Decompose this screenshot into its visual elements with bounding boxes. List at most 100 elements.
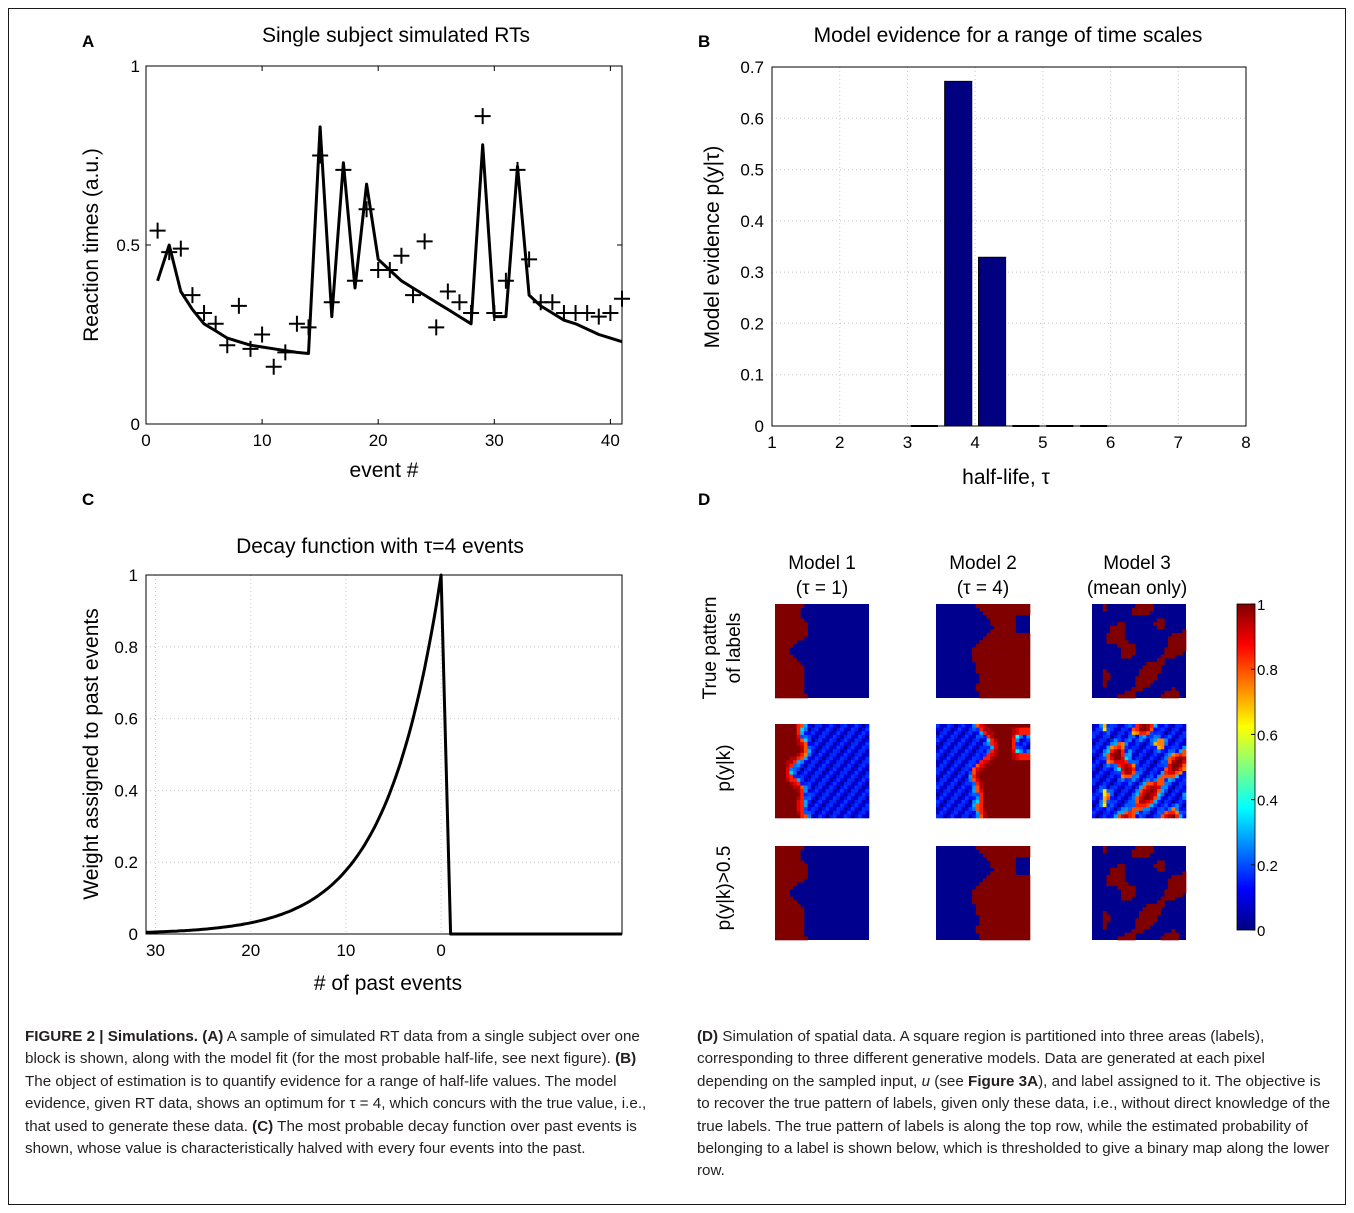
row-2-label: p(y|k) <box>714 744 735 791</box>
panel-a-ytick-label: 0 <box>131 415 140 434</box>
panel-a-rt-point <box>196 305 213 322</box>
panel-letter-d: D <box>698 490 710 509</box>
panel-a-rt-point <box>149 222 166 239</box>
heatmap-model-2-row-1 <box>936 604 1031 699</box>
panel-c-decay-curve <box>146 573 622 936</box>
panel-a-rt-point <box>312 147 329 164</box>
panel-a-rt-point <box>323 294 340 311</box>
panel-a-ylabel: Reaction times (a.u.) <box>80 148 103 342</box>
panel-a-rt-point <box>254 326 271 343</box>
panel-a-rt-point <box>346 272 363 289</box>
caption-tag-c: (C) <box>252 1117 274 1135</box>
panel-a-rt-point <box>497 272 514 289</box>
col-3-param: (mean only) <box>1087 578 1187 599</box>
panel-a-model-fit-line <box>156 125 623 355</box>
row-1-label-line2: of labels <box>724 613 745 684</box>
panel-c-ytick-label: 0 <box>129 925 138 944</box>
heatmap-model-2-row-2 <box>936 724 1031 819</box>
panel-a-rt-point <box>521 251 538 268</box>
figure-frame <box>8 8 1346 1205</box>
col-3-model: Model 3 <box>1103 553 1171 574</box>
caption-text-d2: (see <box>930 1072 969 1090</box>
panel-b-ytick-label: 0 <box>755 417 764 436</box>
panel-c-ytick-label: 0.2 <box>114 853 138 872</box>
col-1-model: Model 1 <box>788 553 856 574</box>
panel-a-xtick-label: 20 <box>369 431 388 450</box>
panel-b-bar <box>944 80 973 427</box>
panel-b-ylabel: Model evidence p(y|τ) <box>701 146 724 349</box>
panel-c-xlabel: # of past events <box>314 972 462 995</box>
panel-c-title: Decay function with τ=4 events <box>236 535 524 558</box>
panel-a-title: Single subject simulated RTs <box>262 24 530 47</box>
panel-a-rt-point <box>172 240 189 257</box>
panel-a-rt-point <box>277 344 294 361</box>
panel-a-rt-point <box>428 319 445 336</box>
colorbar-tick-label: 0 <box>1257 923 1265 940</box>
caption-text-d3: ), and label assigned to it. The objecti… <box>697 1072 1331 1180</box>
panel-b-axes-box <box>771 66 1247 427</box>
panel-a-rt-point <box>474 108 491 125</box>
heatmap-model-1-row-1 <box>775 604 869 699</box>
panel-a-xtick-label: 40 <box>601 431 620 450</box>
caption-text-c: The most probable decay function over pa… <box>25 1117 637 1158</box>
panel-c-axes-box <box>145 574 623 935</box>
panel-a-rt-point <box>207 315 224 332</box>
panel-a-rt-point <box>486 305 503 322</box>
panel-a-rt-point <box>381 262 398 279</box>
panel-b-ytick-label: 0.4 <box>740 212 764 231</box>
panel-c-ytick-label: 0.8 <box>114 638 138 657</box>
panel-a-rt-point <box>358 201 375 218</box>
panel-a-rt-point <box>602 305 619 322</box>
panel-a-xtick-label: 10 <box>253 431 272 450</box>
panel-b-title: Model evidence for a range of time scale… <box>814 24 1203 47</box>
panel-b-xtick-label: 3 <box>903 433 912 452</box>
panel-b-xtick-label: 5 <box>1038 433 1047 452</box>
panel-a-xtick-label: 30 <box>485 431 504 450</box>
panel-c-ytick-label: 0.4 <box>114 781 138 800</box>
panel-a-rt-point <box>288 315 305 332</box>
panel-a-ytick-label: 1 <box>131 57 140 76</box>
panel-a-rt-point <box>439 283 456 300</box>
panel-a-rt-point <box>161 244 178 261</box>
caption-text-d1: Simulation of spatial data. A square reg… <box>697 1028 1265 1090</box>
caption-ref-fig3a: Figure 3A <box>968 1072 1039 1090</box>
panel-c-chart: Decay function with τ=4 events # of past… <box>80 535 623 995</box>
panel-c-ytick-label: 1 <box>129 566 138 585</box>
panel-b-ytick-label: 0.7 <box>740 58 764 77</box>
caption-figure-head: FIGURE 2 | Simulations. <box>25 1028 199 1045</box>
row-3-label: p(y|k)>0.5 <box>714 846 735 931</box>
panel-a-rt-point <box>451 294 468 311</box>
heatmap-model-3-row-1 <box>1092 604 1187 699</box>
panel-b-ytick-label: 0.3 <box>740 263 764 282</box>
panel-a-rt-point <box>509 161 526 178</box>
caption-tag-a: (A) <box>202 1028 224 1045</box>
panel-b-xtick-label: 7 <box>1174 433 1183 452</box>
colorbar-tick-label: 1 <box>1257 597 1265 614</box>
panel-b-chart: Model evidence for a range of time scale… <box>701 24 1251 489</box>
panel-b-ytick-label: 0.5 <box>740 161 764 180</box>
panel-a-rt-point <box>579 305 596 322</box>
heatmap-model-3-row-3 <box>1092 846 1187 941</box>
panel-b-xtick-label: 8 <box>1241 433 1250 452</box>
panel-a-xtick-label: 0 <box>141 431 150 450</box>
panel-c-xtick-label: 20 <box>241 941 260 960</box>
panel-b-xtick-label: 2 <box>835 433 844 452</box>
colorbar-tick-label: 0.6 <box>1257 727 1278 744</box>
panel-a-rt-point <box>242 340 259 357</box>
colorbar-tick-label: 0.4 <box>1257 793 1278 810</box>
panel-c-xtick-label: 30 <box>146 941 165 960</box>
caption-tag-b: (B) <box>615 1050 637 1068</box>
panel-a-xlabel: event # <box>350 459 419 482</box>
caption-left: FIGURE 2 | Simulations. (A) A sample of … <box>25 1026 665 1160</box>
panel-a-rt-point <box>219 337 236 354</box>
panel-a-rt-point <box>230 297 247 314</box>
panel-a-ytick-label: 0.5 <box>116 236 140 255</box>
heatmap-model-1-row-2 <box>775 724 870 819</box>
panel-c-xtick-label: 0 <box>436 941 445 960</box>
col-1-param: (τ = 1) <box>796 578 848 599</box>
panel-a-rt-point <box>335 161 352 178</box>
panel-b-bar <box>978 256 1007 427</box>
panel-b-xtick-label: 4 <box>970 433 979 452</box>
panel-b-ytick-label: 0.1 <box>740 366 764 385</box>
panel-a-rt-point <box>300 319 317 336</box>
